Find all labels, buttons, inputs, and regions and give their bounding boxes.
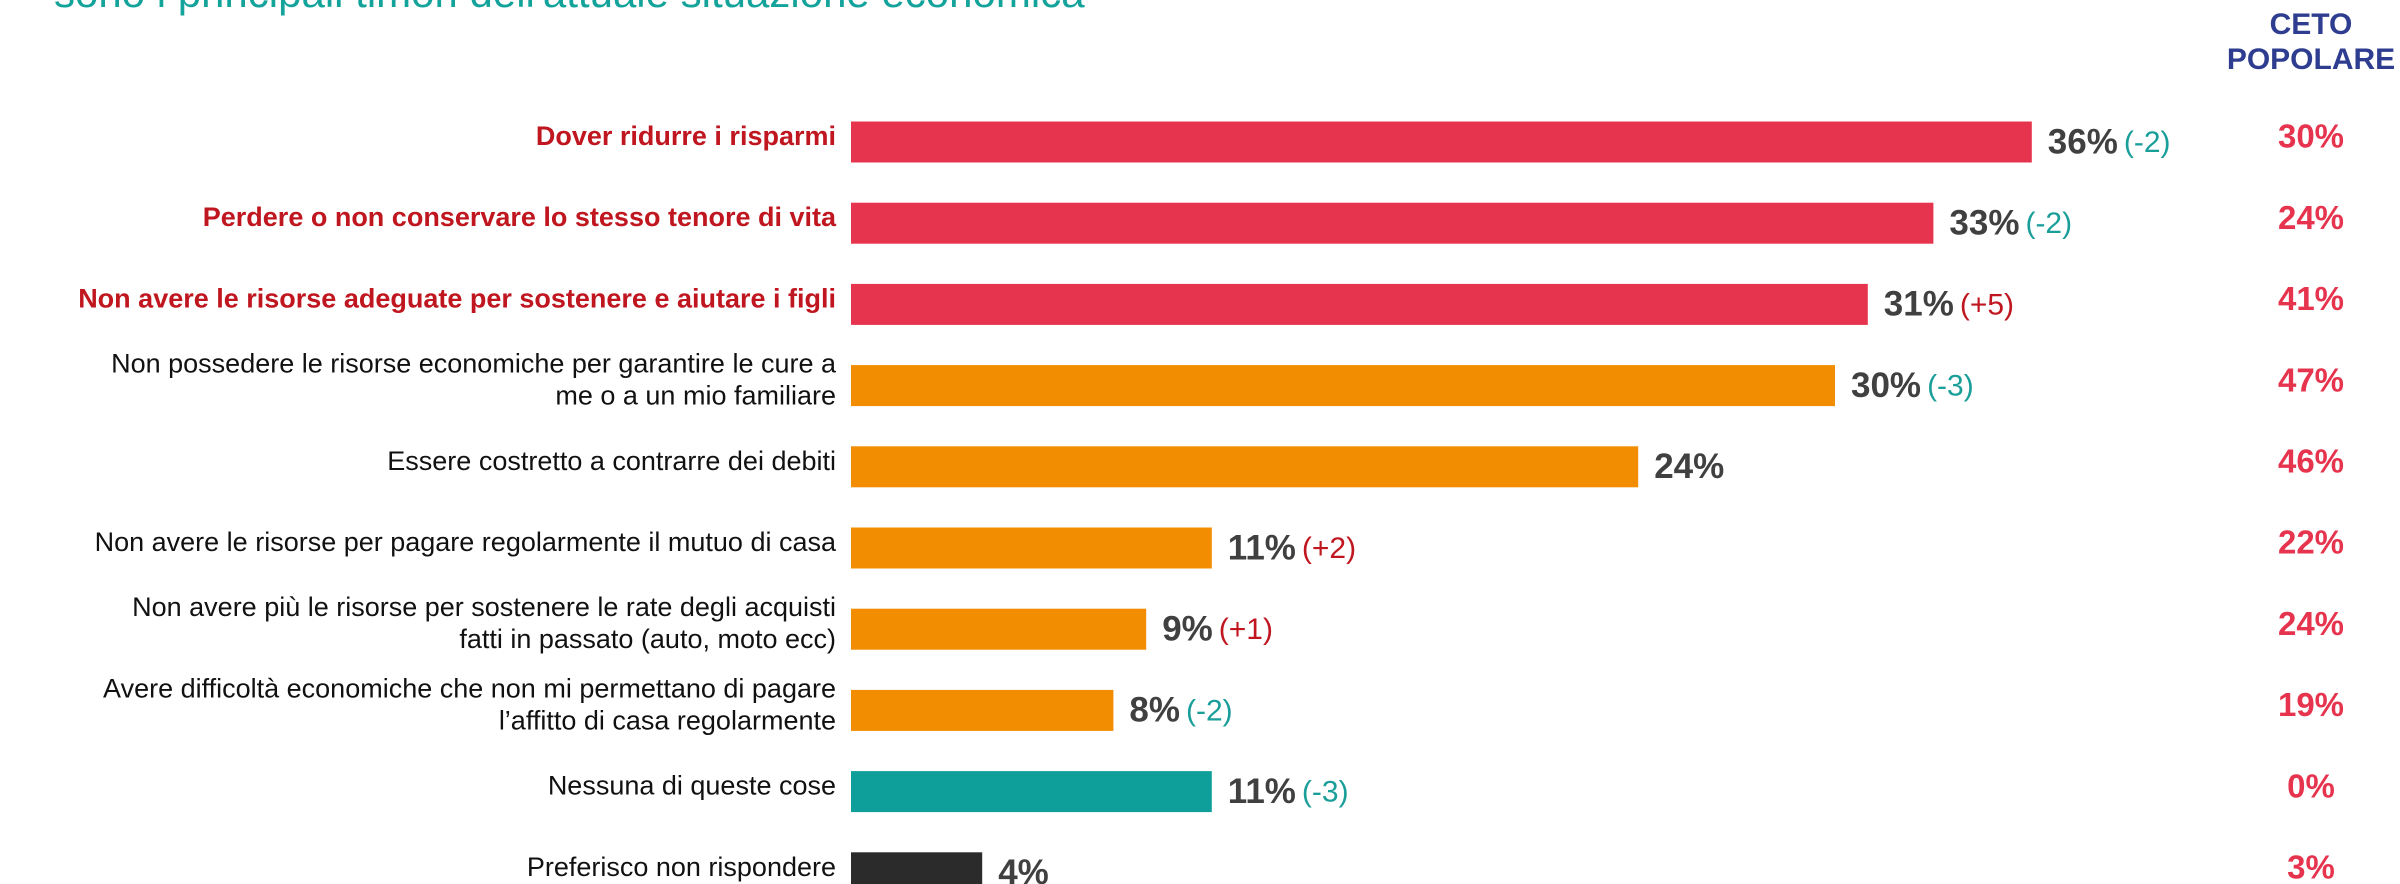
category-line: Non avere le risorse per pagare regolarm…: [95, 527, 837, 557]
category-label: Preferisco non rispondere: [527, 852, 836, 882]
category-line: Non avere più le risorse per sostenere l…: [132, 592, 836, 622]
bar: [851, 446, 1639, 488]
bar: [851, 365, 1835, 407]
bar: [851, 689, 1114, 731]
category-label: Perdere o non conservare lo stesso tenor…: [203, 202, 837, 232]
change-label: (-2): [2025, 207, 2072, 240]
category-line: Perdere o non conservare lo stesso tenor…: [203, 202, 837, 232]
change-label: (-3): [1927, 370, 1974, 403]
column-value: 0%: [2287, 767, 2335, 804]
category-line: fatti in passato (auto, moto ecc): [459, 624, 836, 654]
value-label: 36%: [2048, 122, 2118, 161]
value-label: 9%: [1162, 609, 1213, 648]
column-value: 41%: [2278, 280, 2344, 317]
category-line: Dover ridurre i risparmi: [536, 121, 836, 151]
category-line: Nessuna di queste cose: [548, 771, 836, 801]
column-header: POPOLARE: [2227, 43, 2395, 76]
bar: [851, 121, 2032, 163]
column-value: 19%: [2278, 686, 2344, 723]
category-line: Non avere le risorse adeguate per sosten…: [78, 284, 836, 314]
category-label: Non possedere le risorse economiche per …: [111, 349, 837, 411]
value-label: 4%: [998, 853, 1049, 884]
change-label: (+2): [1302, 532, 1356, 565]
column-value: 3%: [2287, 849, 2335, 884]
category-label: Nessuna di queste cose: [548, 771, 836, 801]
value-label: 11%: [1228, 528, 1296, 567]
category-label: Non avere più le risorse per sostenere l…: [132, 592, 836, 654]
value-label: 33%: [1949, 203, 2019, 242]
value-label: 11%: [1228, 772, 1296, 811]
bar: [851, 852, 983, 884]
value-label: 8%: [1129, 691, 1180, 730]
column-value: 46%: [2278, 443, 2344, 480]
bar: [851, 283, 1868, 325]
column-value: 24%: [2278, 605, 2344, 642]
chart-title: sono i principali timori dell'attuale si…: [54, 0, 1085, 16]
category-line: Avere difficoltà economiche che non mi p…: [103, 674, 836, 704]
change-label: (+1): [1219, 613, 1273, 646]
category-line: Preferisco non rispondere: [527, 852, 836, 882]
category-label: Avere difficoltà economiche che non mi p…: [103, 674, 836, 736]
column-header: CETO: [2270, 8, 2353, 41]
value-label: 30%: [1851, 366, 1921, 405]
category-label: Non avere le risorse per pagare regolarm…: [95, 527, 837, 557]
column-value: 47%: [2278, 361, 2344, 398]
category-label: Essere costretto a contrarre dei debiti: [387, 446, 836, 476]
category-line: Essere costretto a contrarre dei debiti: [387, 446, 836, 476]
bar: [851, 771, 1212, 813]
change-label: (-3): [1302, 776, 1349, 809]
column-value: 30%: [2278, 118, 2344, 155]
category-label: Dover ridurre i risparmi: [536, 121, 836, 151]
category-line: me o a un mio familiare: [555, 381, 836, 411]
change-label: (+5): [1960, 288, 2014, 321]
column-value: 22%: [2278, 524, 2344, 561]
category-label: Non avere le risorse adeguate per sosten…: [78, 284, 836, 314]
category-line: l’affitto di casa regolarmente: [499, 706, 836, 736]
change-label: (-2): [2124, 126, 2171, 159]
value-label: 24%: [1654, 447, 1724, 486]
bar: [851, 608, 1147, 650]
bar: [851, 202, 1934, 244]
value-label: 31%: [1884, 285, 1954, 324]
change-label: (-2): [1186, 694, 1233, 727]
bar: [851, 527, 1212, 569]
category-line: Non possedere le risorse economiche per …: [111, 349, 837, 379]
column-value: 24%: [2278, 199, 2344, 236]
